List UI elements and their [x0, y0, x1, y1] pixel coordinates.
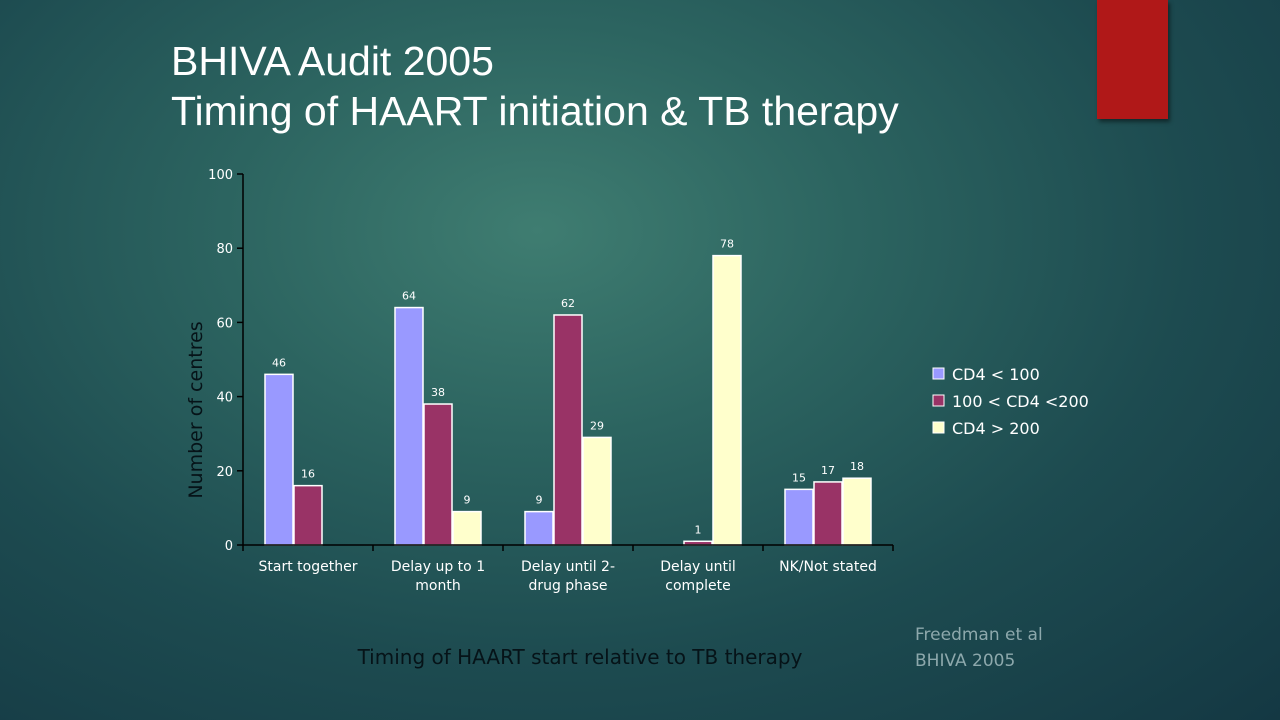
- data-label-s3-c2: 9: [464, 494, 471, 507]
- y-tick-label-100: 100: [208, 168, 233, 183]
- data-label-s3-c4: 78: [720, 238, 734, 251]
- legend-swatch-2: [932, 394, 945, 407]
- x-tick-label-4: Delay until complete: [660, 559, 736, 594]
- data-label-s2-c1: 16: [301, 468, 315, 481]
- bar-s3-c2: [452, 510, 482, 546]
- red-accent-tab: [1097, 0, 1168, 119]
- y-tick-label-80: 80: [216, 242, 233, 257]
- x-tick-label-1: Start together: [259, 559, 358, 575]
- x-tick-label-3: Delay until 2-drug phase: [521, 559, 615, 594]
- labels-layer: 46 64 9 15 16 38 62 1 17 9 29 78 18 0 20 40 60 80 100 Start…: [208, 168, 877, 594]
- bar-s3-c5: [842, 477, 872, 546]
- bar-s1-c5: [784, 488, 814, 546]
- data-label-s1-c2: 64: [402, 290, 416, 303]
- bar-s1-c3: [524, 510, 554, 546]
- legend: CD4 < 100 100 < CD4 <200 CD4 > 200: [932, 365, 1089, 438]
- legend-swatch-3: [932, 421, 945, 434]
- data-label-s2-c4: 1: [695, 523, 702, 536]
- bar-s2-c5: [813, 481, 843, 546]
- bar-s1-c1: [264, 373, 294, 546]
- bar-s3-c4: [712, 254, 742, 546]
- data-label-s3-c3: 29: [590, 419, 604, 432]
- bars-layer: [264, 254, 872, 546]
- data-label-s1-c3: 9: [536, 494, 543, 507]
- data-label-s2-c5: 17: [821, 464, 835, 477]
- x-tick-label-5: NK/Not stated: [779, 559, 877, 575]
- y-tick-label-0: 0: [225, 539, 233, 554]
- data-label-s1-c1: 46: [272, 356, 286, 369]
- bar-s2-c3: [553, 314, 583, 546]
- x-axis-label: Timing of HAART start relative to TB the…: [357, 645, 803, 669]
- data-label-s2-c3: 62: [561, 297, 575, 310]
- legend-label-3: CD4 > 200: [952, 419, 1040, 438]
- bar-s1-c2: [394, 306, 424, 546]
- y-tick-label-60: 60: [216, 316, 233, 331]
- y-tick-label-20: 20: [216, 465, 233, 480]
- data-label-s1-c5: 15: [792, 471, 806, 484]
- source-credit: Freedman et al BHIVA 2005: [915, 622, 1043, 674]
- title-line-2: Timing of HAART initiation & TB therapy: [171, 88, 899, 134]
- axes-layer: [237, 173, 894, 551]
- title-line-1: BHIVA Audit 2005: [171, 38, 494, 84]
- x-tick-label-2: Delay up to 1 month: [391, 559, 485, 594]
- bar-s2-c1: [293, 484, 323, 546]
- credit-line-2: BHIVA 2005: [915, 651, 1016, 671]
- bar-s3-c3: [582, 436, 612, 546]
- y-axis-label: Number of centres: [185, 321, 207, 498]
- y-tick-label-40: 40: [216, 391, 233, 406]
- slide-title: BHIVA Audit 2005 Timing of HAART initiat…: [171, 36, 899, 136]
- legend-label-1: CD4 < 100: [952, 365, 1040, 384]
- bar-s2-c2: [423, 403, 453, 546]
- legend-label-2: 100 < CD4 <200: [952, 392, 1089, 411]
- data-label-s3-c5: 18: [850, 460, 864, 473]
- legend-swatch-1: [932, 367, 945, 380]
- data-label-s2-c2: 38: [431, 386, 445, 399]
- credit-line-1: Freedman et al: [915, 625, 1043, 645]
